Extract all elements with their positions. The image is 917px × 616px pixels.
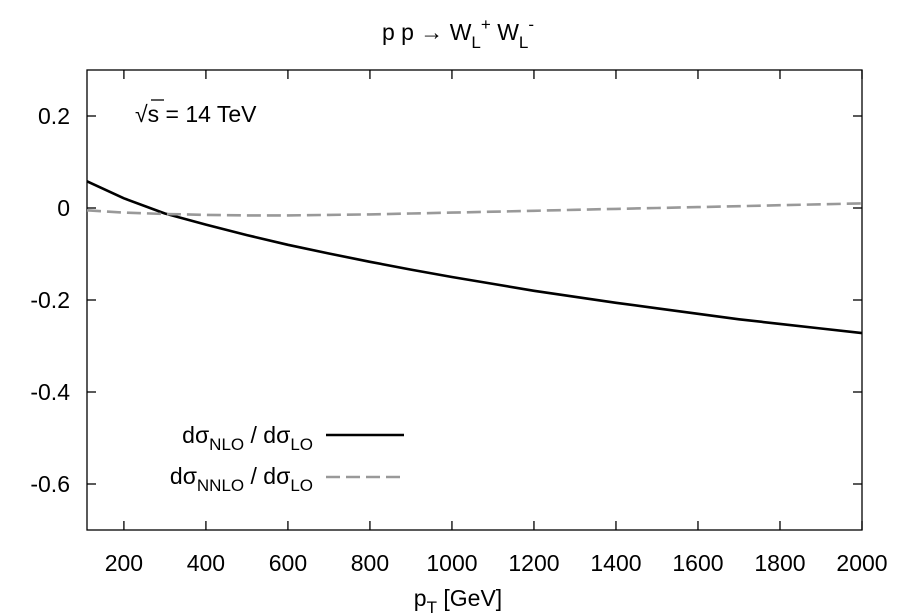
x-tick-label: 1000 [426,550,477,576]
y-tick-label: 0 [57,195,70,221]
series-layer [86,180,863,335]
x-tick-label: 800 [351,550,389,576]
series-line-nlo [86,180,863,335]
y-tick-label: -0.2 [30,287,70,313]
energy-annotation: √s = 14 TeV [135,99,257,127]
legend-label-nnlo: dσNNLO / dσLO [170,463,313,495]
axis-ticks: 200 400 600 800 1000 1200 1400 1600 1800 2000 0.2 0… [30,70,888,576]
y-tick-label: -0.4 [30,379,70,405]
y-tick-label: -0.6 [30,471,70,497]
x-tick-label: 200 [105,550,143,576]
x-tick-label: 400 [187,550,225,576]
legend: dσNLO / dσLO dσNNLO / dσLO [170,422,404,495]
x-axis-label: pT [GeV] [414,585,502,616]
chart-title: p p → WL+ WL- [382,15,534,52]
x-tick-label: 1400 [590,550,641,576]
plot-frame [86,69,863,531]
energy-annotation-text: √s = 14 TeV [135,101,257,127]
x-tick-label: 1800 [754,550,805,576]
x-tick-label: 1200 [508,550,559,576]
y-tick-label: 0.2 [38,103,70,129]
x-tick-label: 1600 [672,550,723,576]
x-tick-label: 2000 [836,550,887,576]
legend-label-nlo: dσNLO / dσLO [182,422,313,454]
series-line-nnlo [86,202,863,217]
x-tick-label: 600 [269,550,307,576]
